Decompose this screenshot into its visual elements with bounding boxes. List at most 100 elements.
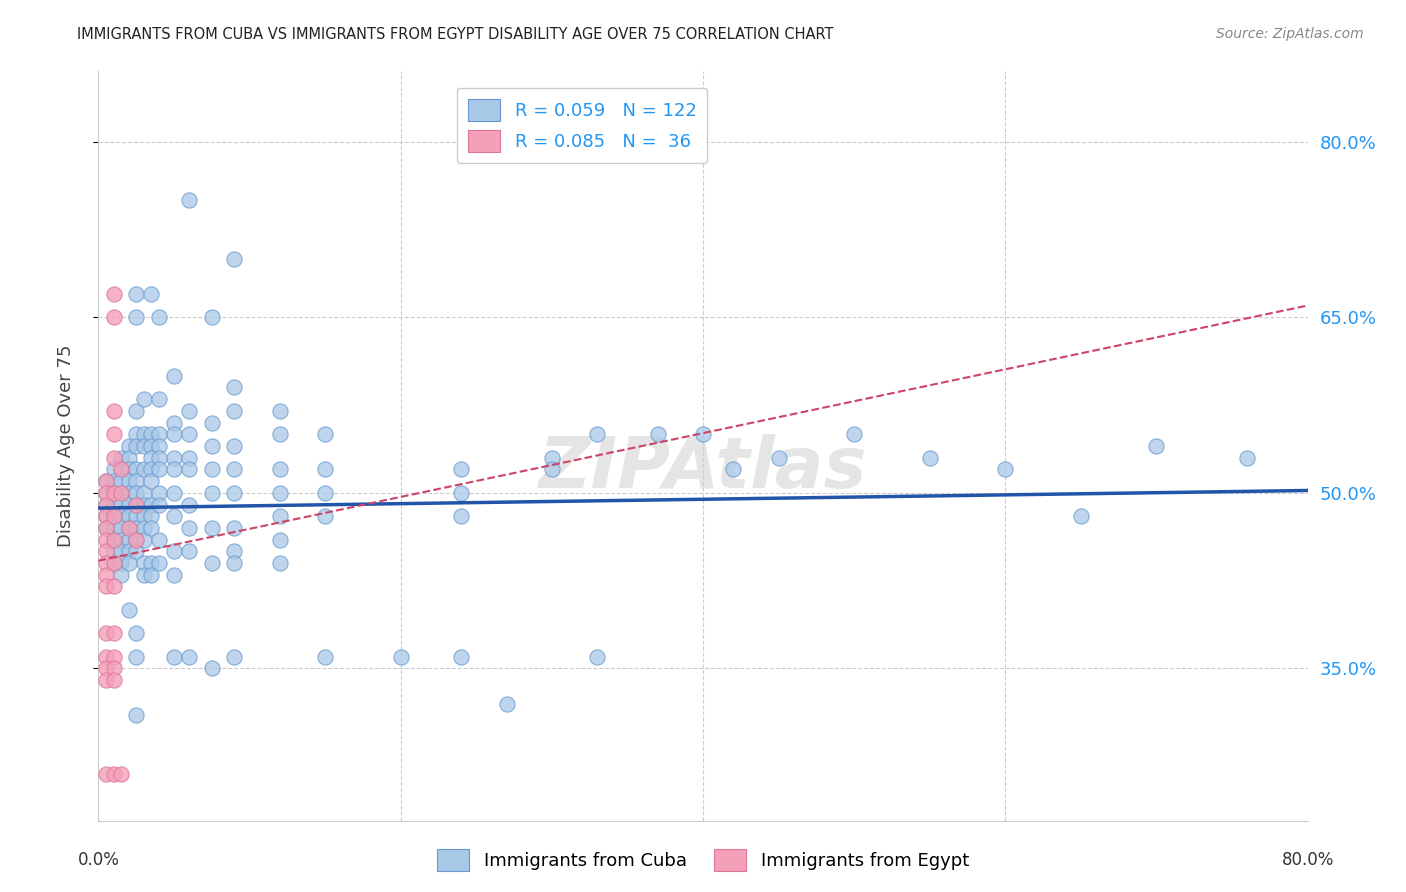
Point: [495, 697, 517, 711]
Point: [94, 474, 117, 488]
Point: [118, 544, 141, 558]
Point: [148, 462, 170, 476]
Point: [110, 544, 132, 558]
Point: [692, 427, 714, 442]
Text: IMMIGRANTS FROM CUBA VS IMMIGRANTS FROM EGYPT DISABILITY AGE OVER 75 CORRELATION: IMMIGRANTS FROM CUBA VS IMMIGRANTS FROM …: [77, 27, 834, 42]
Point: [110, 509, 132, 524]
Point: [141, 521, 163, 535]
Point: [125, 474, 148, 488]
Point: [224, 462, 246, 476]
Point: [450, 509, 472, 524]
Point: [141, 439, 163, 453]
Point: [148, 450, 170, 465]
Point: [103, 626, 125, 640]
Point: [269, 404, 291, 418]
Point: [179, 450, 201, 465]
Point: [118, 533, 141, 547]
Point: [163, 416, 186, 430]
Point: [110, 521, 132, 535]
Point: [125, 286, 148, 301]
Point: [118, 603, 141, 617]
Point: [224, 544, 246, 558]
Point: [125, 521, 148, 535]
Legend: R = 0.059   N = 122, R = 0.085   N =  36: R = 0.059 N = 122, R = 0.085 N = 36: [457, 88, 707, 162]
Point: [94, 533, 117, 547]
Point: [94, 580, 117, 594]
Point: [125, 509, 148, 524]
Point: [768, 450, 790, 465]
Point: [94, 485, 117, 500]
Point: [125, 485, 148, 500]
Point: [118, 439, 141, 453]
Point: [163, 544, 186, 558]
Point: [224, 252, 246, 266]
Point: [110, 556, 132, 570]
Point: [148, 533, 170, 547]
Point: [314, 509, 336, 524]
Point: [103, 310, 125, 325]
Point: [103, 533, 125, 547]
Point: [269, 462, 291, 476]
Point: [103, 766, 125, 781]
Point: [103, 521, 125, 535]
Point: [201, 462, 224, 476]
Point: [450, 485, 472, 500]
Point: [224, 439, 246, 453]
Point: [994, 462, 1017, 476]
Point: [132, 485, 155, 500]
Point: [94, 766, 117, 781]
Text: Source: ZipAtlas.com: Source: ZipAtlas.com: [1216, 27, 1364, 41]
Point: [163, 462, 186, 476]
Point: [314, 485, 336, 500]
Point: [110, 474, 132, 488]
Point: [148, 427, 170, 442]
Point: [269, 427, 291, 442]
Point: [723, 462, 745, 476]
Point: [125, 404, 148, 418]
Point: [94, 474, 117, 488]
Point: [132, 498, 155, 512]
Point: [125, 533, 148, 547]
Point: [163, 509, 186, 524]
Point: [163, 427, 186, 442]
Point: [141, 498, 163, 512]
Point: [1070, 509, 1092, 524]
Point: [540, 462, 562, 476]
Point: [103, 661, 125, 675]
Point: [179, 462, 201, 476]
Point: [132, 392, 155, 407]
Point: [94, 556, 117, 570]
Point: [132, 533, 155, 547]
Point: [103, 533, 125, 547]
Point: [224, 485, 246, 500]
Point: [103, 580, 125, 594]
Point: [125, 427, 148, 442]
Point: [201, 310, 224, 325]
Point: [103, 556, 125, 570]
Point: [94, 649, 117, 664]
Point: [132, 556, 155, 570]
Point: [132, 439, 155, 453]
Point: [103, 474, 125, 488]
Point: [103, 485, 125, 500]
Text: ZIPAtlas: ZIPAtlas: [538, 434, 868, 503]
Point: [1236, 450, 1258, 465]
Point: [94, 521, 117, 535]
Point: [103, 556, 125, 570]
Point: [163, 485, 186, 500]
Point: [118, 521, 141, 535]
Point: [132, 567, 155, 582]
Point: [94, 544, 117, 558]
Point: [94, 509, 117, 524]
Point: [110, 462, 132, 476]
Point: [179, 649, 201, 664]
Point: [201, 439, 224, 453]
Point: [103, 509, 125, 524]
Point: [918, 450, 941, 465]
Point: [163, 450, 186, 465]
Point: [586, 427, 609, 442]
Point: [118, 485, 141, 500]
Point: [179, 521, 201, 535]
Point: [125, 533, 148, 547]
Point: [201, 521, 224, 535]
